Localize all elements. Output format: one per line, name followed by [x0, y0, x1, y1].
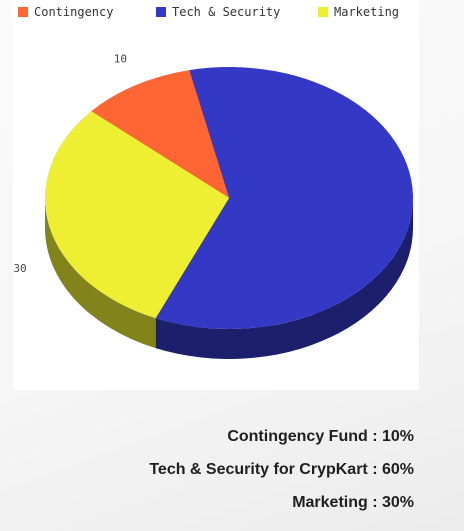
summary-marketing: Marketing : 30% [292, 494, 414, 511]
summary-contingency: Contingency Fund : 10% [227, 428, 414, 445]
legend-item-tech-security[interactable]: Tech & Security [156, 5, 280, 19]
summary-tech-security: Tech & Security for CrypKart : 60% [149, 461, 414, 478]
pie-side-marketing [45, 198, 156, 349]
pie-slice-marketing[interactable] [45, 111, 230, 319]
legend-item-contingency[interactable]: Contingency [18, 5, 113, 19]
pie-label-contingency: 10 [114, 52, 127, 65]
pie-slice-tech-security[interactable] [155, 67, 413, 329]
pie-label-marketing: 30 [13, 262, 26, 275]
legend-label-marketing: Marketing [334, 5, 400, 19]
legend-swatch-contingency [18, 7, 28, 17]
pie-chart-panel: 106030 Contingency Tech & Security Marke… [13, 0, 419, 390]
pie-chart: 106030 [13, 52, 413, 359]
legend-label-tech-security: Tech & Security [172, 5, 281, 19]
pie-side-tech-security [155, 198, 413, 359]
legend-swatch-marketing [318, 7, 328, 17]
legend-label-contingency: Contingency [34, 5, 114, 19]
legend-item-marketing[interactable]: Marketing [318, 5, 399, 19]
pie-slice-contingency[interactable] [91, 70, 230, 198]
budget-summary: Contingency Fund : 10% Tech & Security f… [149, 420, 414, 519]
chart-legend: Contingency Tech & Security Marketing [18, 5, 418, 23]
legend-swatch-tech-security [156, 7, 166, 17]
